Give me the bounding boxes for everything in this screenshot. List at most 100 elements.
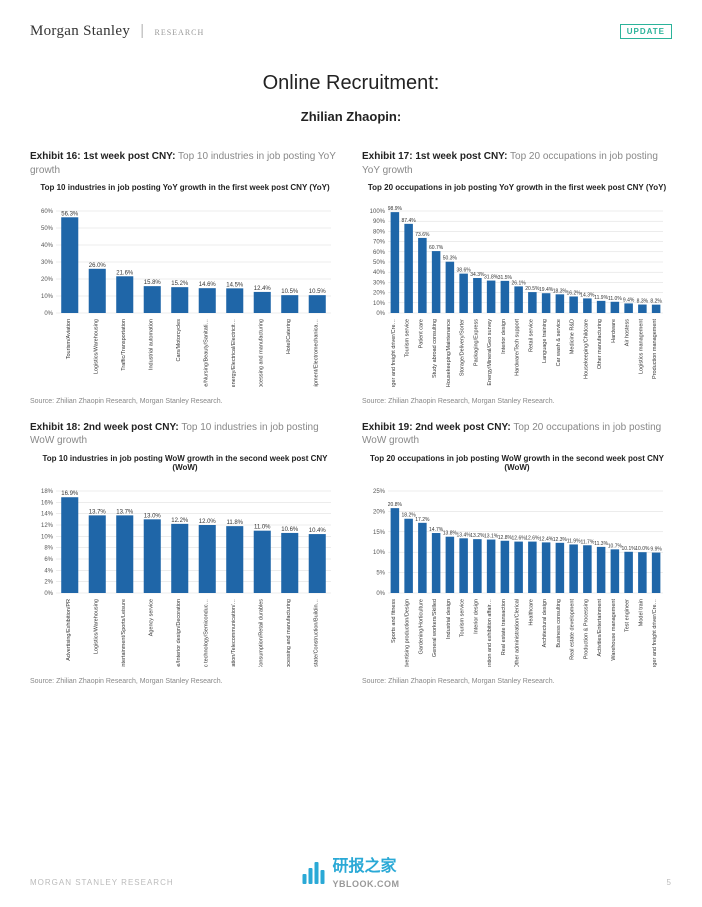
svg-text:0%: 0% [44, 311, 53, 317]
bar [597, 300, 606, 312]
svg-text:Retail service: Retail service [528, 319, 534, 352]
svg-text:26.0%: 26.0% [89, 262, 107, 268]
svg-text:Agency service: Agency service [148, 599, 154, 636]
svg-text:Electronic technology/Semicond: Electronic technology/Semiconduc… [203, 599, 209, 667]
svg-text:Medicine R&D: Medicine R&D [570, 319, 576, 354]
bar [446, 536, 455, 592]
bar [226, 526, 243, 593]
svg-text:31.5%: 31.5% [498, 274, 513, 280]
bar [254, 530, 271, 592]
svg-text:2%: 2% [44, 579, 53, 585]
svg-text:Patient care: Patient care [418, 319, 424, 348]
svg-text:12.8%: 12.8% [498, 535, 513, 541]
bar [473, 278, 482, 313]
svg-text:0%: 0% [376, 311, 385, 317]
watermark-cn: 研报之家 [333, 859, 400, 875]
source-line: Source: Zhilian Zhaopin Research, Morgan… [30, 678, 340, 685]
svg-text:Housekeeping/Maintenance: Housekeeping/Maintenance [446, 319, 452, 387]
bar [391, 508, 400, 593]
svg-text:Other administration/Clerical: Other administration/Clerical [515, 599, 521, 667]
svg-text:13.0%: 13.0% [144, 513, 162, 519]
svg-text:10.4%: 10.4% [309, 528, 327, 534]
svg-text:30%: 30% [41, 260, 54, 266]
bar [638, 304, 647, 312]
svg-text:8.2%: 8.2% [650, 298, 662, 304]
bar [542, 293, 551, 313]
bar [583, 545, 592, 593]
chart-title: Top 10 industries in job posting YoY gro… [30, 183, 340, 193]
svg-text:12.2%: 12.2% [171, 518, 189, 524]
svg-text:12.4%: 12.4% [539, 536, 554, 542]
bar [514, 541, 523, 592]
svg-text:10.6%: 10.6% [281, 527, 299, 533]
bar [446, 261, 455, 312]
svg-text:Tourism/Aviation: Tourism/Aviation [66, 319, 72, 359]
source-line: Source: Zhilian Zhaopin Research, Morgan… [30, 398, 340, 405]
exhibit-grid: Exhibit 16: 1st week post CNY: Top 10 in… [0, 124, 702, 685]
exhibit-18: Exhibit 18: 2nd week post CNY: Top 10 in… [30, 421, 340, 685]
svg-text:Architectural design: Architectural design [542, 599, 548, 647]
svg-text:98.9%: 98.9% [388, 206, 403, 212]
svg-text:18.3%: 18.3% [553, 288, 568, 294]
bar [254, 292, 271, 313]
bar [116, 515, 133, 593]
svg-text:Logistics/Warehousing: Logistics/Warehousing [93, 319, 99, 374]
svg-text:Production & Processing: Production & Processing [583, 599, 589, 659]
svg-text:10.7%: 10.7% [608, 543, 623, 549]
bar [432, 533, 441, 593]
svg-text:Healthcare: Healthcare [528, 599, 534, 626]
source-line: Source: Zhilian Zhaopin Research, Morgan… [362, 398, 672, 405]
bar [611, 549, 620, 593]
bar [487, 280, 496, 312]
svg-text:Activities/Entertainment: Activities/Entertainment [597, 598, 603, 656]
svg-text:Housekeeping/Childcare: Housekeeping/Childcare [583, 319, 589, 379]
svg-text:14.6%: 14.6% [199, 282, 217, 288]
svg-text:11.0%: 11.0% [254, 524, 271, 530]
chart-title: Top 20 occupations in job posting YoY gr… [362, 183, 672, 193]
svg-text:Real estate development: Real estate development [570, 598, 576, 659]
page-subtitle: Zhilian Zhaopin: [0, 109, 702, 124]
svg-text:11.3%: 11.3% [594, 541, 608, 547]
brand: Morgan Stanley | RESEARCH [30, 22, 204, 40]
svg-text:26.1%: 26.1% [512, 280, 527, 286]
svg-text:10.1%: 10.1% [622, 546, 637, 552]
svg-text:New energy/Electrical/Electric: New energy/Electrical/Electricit… [231, 319, 237, 387]
bar [652, 552, 661, 592]
svg-text:Language training: Language training [542, 319, 548, 363]
svg-text:Medicine/Nursing/Beauty/Sanita: Medicine/Nursing/Beauty/Sanitati… [203, 319, 209, 387]
bar-chart: 0%10%20%30%40%50%60%70%80%90%100%98.9%Pa… [362, 197, 667, 387]
svg-text:10.5%: 10.5% [309, 289, 327, 295]
svg-text:20%: 20% [373, 290, 386, 296]
bar [61, 217, 78, 313]
svg-text:13.7%: 13.7% [116, 509, 134, 515]
svg-text:40%: 40% [373, 270, 386, 276]
svg-text:Consumption/Retail durables: Consumption/Retail durables [258, 599, 264, 667]
svg-text:Logistics management: Logistics management [638, 318, 644, 374]
svg-text:20.8%: 20.8% [388, 502, 403, 508]
bar [652, 304, 661, 312]
update-badge: UPDATE [620, 24, 672, 39]
bar [528, 292, 537, 313]
bar [583, 298, 592, 313]
svg-text:Convention and exhibition affa: Convention and exhibition affair… [487, 599, 493, 667]
svg-text:80%: 80% [373, 229, 386, 235]
svg-text:13.7%: 13.7% [89, 509, 107, 515]
bar-chart: 0%2%4%6%8%10%12%14%16%18%16.9%Advertisin… [30, 477, 335, 667]
svg-text:11.9%: 11.9% [567, 538, 581, 544]
svg-text:40%: 40% [41, 243, 54, 249]
svg-text:5%: 5% [376, 570, 385, 576]
svg-text:16.9%: 16.9% [61, 491, 79, 497]
svg-text:13.8%: 13.8% [443, 530, 458, 536]
svg-text:Processing and manufacturing: Processing and manufacturing [286, 599, 292, 667]
bar [199, 525, 216, 593]
svg-text:Real estate transaction: Real estate transaction [501, 599, 507, 655]
svg-text:50%: 50% [373, 260, 386, 266]
svg-text:15.2%: 15.2% [171, 281, 189, 287]
svg-text:Energy/Mineral/Geo survey: Energy/Mineral/Geo survey [487, 318, 493, 385]
bar [569, 544, 578, 593]
svg-text:Advertising production/Design: Advertising production/Design [405, 599, 411, 667]
svg-text:Interior design: Interior design [501, 319, 507, 354]
bar-chart: 0%5%10%15%20%25%20.8%Sports and fitness1… [362, 477, 667, 667]
svg-text:Tourism service: Tourism service [405, 319, 411, 357]
bar [171, 287, 188, 313]
